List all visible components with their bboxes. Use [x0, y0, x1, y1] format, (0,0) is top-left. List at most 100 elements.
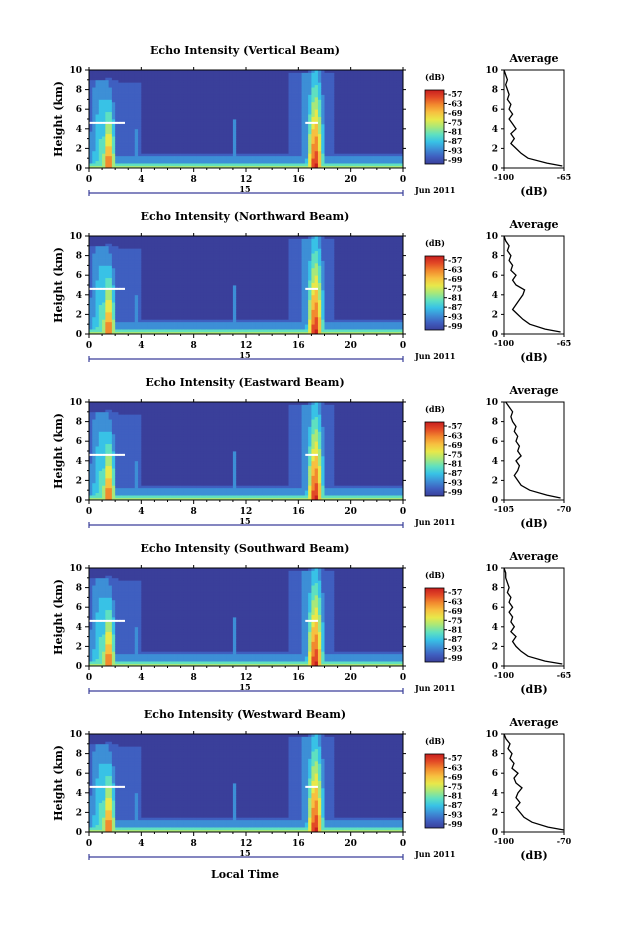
- heatmap-cell: [144, 316, 149, 320]
- heatmap-cell: [174, 158, 178, 162]
- heatmap-cell: [157, 238, 162, 242]
- heatmap-cell: [128, 141, 132, 144]
- heatmap-cell: [95, 255, 100, 259]
- heatmap-cell: [399, 150, 404, 154]
- heatmap-cell: [111, 282, 116, 286]
- heatmap-cell: [314, 138, 319, 142]
- heatmap-cell: [347, 96, 352, 100]
- heatmap-cell: [105, 304, 110, 308]
- heatmap-cell: [278, 99, 283, 103]
- heatmap-cell: [370, 70, 374, 73]
- heatmap-cell: [373, 94, 378, 98]
- heatmap-cell: [206, 89, 211, 93]
- heatmap-cell: [393, 92, 397, 95]
- heatmap-cell: [157, 153, 162, 157]
- heatmap-cell: [396, 77, 401, 81]
- heatmap-cell: [121, 160, 126, 164]
- heatmap-cell: [317, 131, 322, 135]
- heatmap-cell: [373, 133, 378, 137]
- heatmap-cell: [259, 158, 263, 162]
- heatmap-cell: [131, 74, 136, 78]
- heatmap-cell: [111, 87, 116, 90]
- heatmap-cell: [272, 79, 276, 83]
- heatmap-cell: [167, 299, 172, 303]
- heatmap-cell: [134, 294, 139, 298]
- heatmap-cell: [324, 143, 329, 147]
- heatmap-cell: [131, 109, 136, 113]
- heatmap-cell: [262, 143, 267, 147]
- heatmap-cell: [98, 245, 103, 249]
- heatmap-cell: [393, 128, 397, 132]
- heatmap-cell: [138, 272, 142, 276]
- heatmap-cell: [249, 99, 253, 103]
- heatmap-cell: [210, 82, 214, 86]
- heatmap-cell: [89, 155, 93, 159]
- heatmap-cell: [111, 258, 116, 261]
- heatmap-cell: [314, 123, 319, 127]
- heatmap-cell: [295, 99, 299, 103]
- heatmap-cell: [134, 89, 139, 93]
- heatmap-cell: [180, 165, 185, 169]
- heatmap-cell: [134, 292, 139, 296]
- heatmap-cell: [275, 160, 280, 164]
- heatmap-cell: [121, 255, 126, 259]
- heatmap-cell: [255, 89, 260, 93]
- heatmap-cell: [285, 92, 289, 95]
- heatmap-cell: [314, 101, 319, 105]
- heatmap-cell: [357, 155, 361, 159]
- heatmap-cell: [301, 145, 306, 149]
- heatmap-cell: [285, 158, 289, 162]
- heatmap-cell: [340, 94, 345, 98]
- heatmap-cell: [232, 158, 237, 162]
- heatmap-cell: [317, 143, 322, 147]
- heatmap-cell: [141, 270, 145, 274]
- heatmap-cell: [242, 72, 247, 76]
- heatmap-cell: [108, 131, 113, 135]
- heatmap-cell: [331, 133, 335, 137]
- heatmap-cell: [242, 141, 247, 144]
- heatmap-cell: [295, 79, 299, 83]
- heatmap-cell: [95, 238, 100, 242]
- heatmap-cell: [111, 126, 116, 130]
- heatmap-cell: [134, 114, 139, 117]
- heatmap-cell: [308, 128, 312, 132]
- heatmap-cell: [399, 136, 404, 139]
- heatmap-cell: [124, 324, 129, 328]
- y-tick-label: 8: [76, 86, 82, 96]
- heatmap-cell: [105, 324, 110, 328]
- heatmap-cell: [187, 109, 191, 113]
- heatmap-cell: [196, 116, 201, 120]
- heatmap-cell: [147, 258, 152, 261]
- heatmap-cell: [154, 240, 159, 244]
- heatmap-cell: [252, 136, 257, 139]
- heatmap-cell: [167, 267, 172, 271]
- colorbar-tick-label: -87: [448, 136, 462, 146]
- heatmap-cell: [255, 163, 260, 166]
- heatmap-cell: [144, 133, 149, 137]
- heatmap-cell: [193, 89, 198, 93]
- heatmap-cell: [373, 163, 378, 166]
- heatmap-cell: [393, 121, 397, 125]
- heatmap-cell: [255, 141, 260, 144]
- heatmap-cell: [252, 153, 257, 157]
- heatmap-cell: [164, 314, 168, 318]
- heatmap-cell: [317, 158, 322, 162]
- heatmap-cell: [399, 160, 404, 164]
- heatmap-cell: [108, 299, 113, 303]
- heatmap-cell: [331, 163, 335, 166]
- heatmap-cell: [147, 143, 152, 147]
- heatmap-cell: [242, 145, 247, 149]
- heatmap-cell: [298, 126, 302, 130]
- heatmap-cell: [141, 109, 145, 113]
- heatmap-cell: [118, 319, 123, 323]
- heatmap-cell: [249, 89, 253, 93]
- heatmap-cell: [144, 101, 149, 105]
- heatmap-cell: [324, 82, 329, 86]
- heatmap-cell: [249, 92, 253, 95]
- heatmap-cell: [128, 289, 132, 293]
- heatmap-cell: [141, 155, 145, 159]
- heatmap-cell: [102, 79, 106, 83]
- heatmap-cell: [102, 94, 106, 98]
- heatmap-cell: [232, 131, 237, 135]
- heatmap-cell: [265, 128, 270, 132]
